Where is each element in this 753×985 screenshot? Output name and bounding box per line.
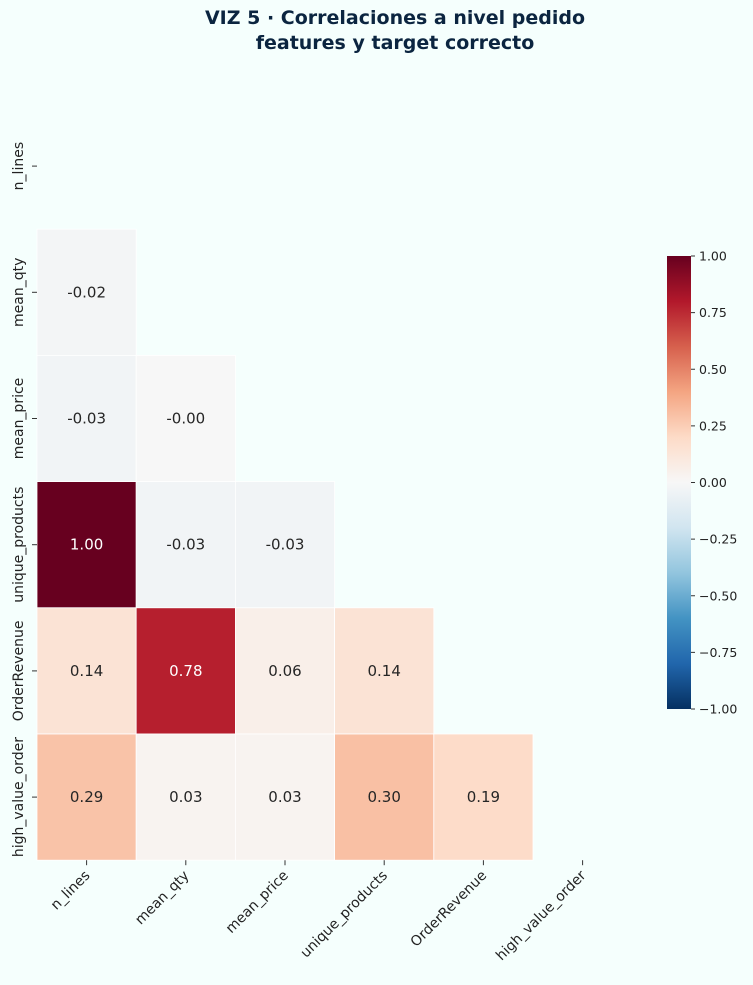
cell-OrderRevenue-mean_qty bbox=[135, 607, 236, 735]
colorbar-tick-label-1: 0.75 bbox=[699, 305, 727, 320]
y-tick-label-OrderRevenue: OrderRevenue bbox=[11, 621, 27, 722]
cell-value-OrderRevenue-n_lines: 0.14 bbox=[70, 662, 103, 680]
cell-high_value_order-mean_qty bbox=[135, 733, 236, 861]
x-tick-label-unique_products: unique_products bbox=[298, 868, 391, 961]
cell-OrderRevenue-unique_products bbox=[334, 607, 435, 735]
y-tick-label-mean_price: mean_price bbox=[11, 378, 27, 460]
cell-value-high_value_order-unique_products: 0.30 bbox=[367, 788, 400, 806]
cell-value-unique_products-mean_qty: -0.03 bbox=[166, 536, 205, 554]
cell-mean_price-n_lines bbox=[36, 354, 137, 482]
colorbar-tick-label-0: 1.00 bbox=[699, 249, 727, 264]
cell-unique_products-mean_price bbox=[234, 481, 335, 609]
cell-unique_products-n_lines bbox=[36, 481, 137, 609]
cell-value-unique_products-n_lines: 1.00 bbox=[70, 536, 103, 554]
y-tick-label-unique_products: unique_products bbox=[11, 487, 27, 603]
cell-unique_products-mean_qty bbox=[135, 481, 236, 609]
cell-value-OrderRevenue-unique_products: 0.14 bbox=[367, 662, 400, 680]
x-tick-label-mean_price: mean_price bbox=[223, 868, 292, 937]
cell-value-high_value_order-n_lines: 0.29 bbox=[70, 788, 103, 806]
y-tick-label-mean_qty: mean_qty bbox=[11, 258, 27, 327]
chart-title-line-2: features y target correcto bbox=[256, 32, 535, 54]
cell-value-mean_price-mean_qty: -0.00 bbox=[166, 410, 205, 428]
cell-value-OrderRevenue-mean_price: 0.06 bbox=[268, 662, 301, 680]
colorbar: 1.00 0.75 0.50 0.25 0.00 −0.25 −0.50 −0.75 −1.00 bbox=[667, 249, 737, 717]
x-tick-label-OrderRevenue: OrderRevenue bbox=[408, 868, 491, 951]
cell-mean_price-mean_qty bbox=[135, 354, 236, 482]
colorbar-tick-label-7: −0.75 bbox=[699, 645, 737, 660]
cell-high_value_order-OrderRevenue bbox=[433, 733, 534, 861]
colorbar-tick-label-8: −1.00 bbox=[699, 702, 737, 717]
y-tick-label-high_value_order: high_value_order bbox=[11, 737, 27, 857]
colorbar-tick-label-6: −0.50 bbox=[699, 588, 737, 603]
cell-mean_qty-n_lines bbox=[36, 228, 137, 356]
colorbar-tick-label-3: 0.25 bbox=[699, 418, 727, 433]
x-tick-label-high_value_order: high_value_order bbox=[493, 868, 589, 964]
cell-high_value_order-mean_price bbox=[234, 733, 335, 861]
cell-value-OrderRevenue-mean_qty: 0.78 bbox=[169, 662, 202, 680]
colorbar-tick-label-2: 0.50 bbox=[699, 362, 727, 377]
x-tick-label-mean_qty: mean_qty bbox=[132, 868, 192, 928]
y-axis-ticks: n_lines mean_qty mean_price unique_products… bbox=[11, 142, 37, 857]
x-axis-ticks: n_lines mean_qty mean_price unique_products… bbox=[48, 860, 590, 964]
cell-value-unique_products-mean_price: -0.03 bbox=[266, 536, 305, 554]
colorbar-tick-label-4: 0.00 bbox=[699, 475, 727, 490]
cell-value-mean_qty-n_lines: -0.02 bbox=[67, 283, 106, 301]
colorbar-ticks: 1.00 0.75 0.50 0.25 0.00 −0.25 −0.50 −0.75 −1.00 bbox=[691, 249, 737, 717]
cell-high_value_order-unique_products bbox=[334, 733, 435, 861]
cell-value-high_value_order-mean_qty: 0.03 bbox=[169, 788, 202, 806]
cell-value-mean_price-n_lines: -0.03 bbox=[67, 410, 106, 428]
y-tick-label-n_lines: n_lines bbox=[11, 142, 27, 190]
cell-value-high_value_order-OrderRevenue: 0.19 bbox=[467, 788, 500, 806]
cell-value-high_value_order-mean_price: 0.03 bbox=[268, 788, 301, 806]
heatmap-cells: -0.02 -0.03 -0.00 1.00 -0.03 -0.03 0.14 0.78 0.0… bbox=[36, 228, 534, 861]
x-tick-label-n_lines: n_lines bbox=[48, 868, 94, 914]
colorbar-gradient bbox=[667, 256, 691, 709]
colorbar-tick-label-5: −0.25 bbox=[699, 532, 737, 547]
chart-title-line-1: VIZ 5 · Correlaciones a nivel pedido bbox=[205, 7, 585, 29]
